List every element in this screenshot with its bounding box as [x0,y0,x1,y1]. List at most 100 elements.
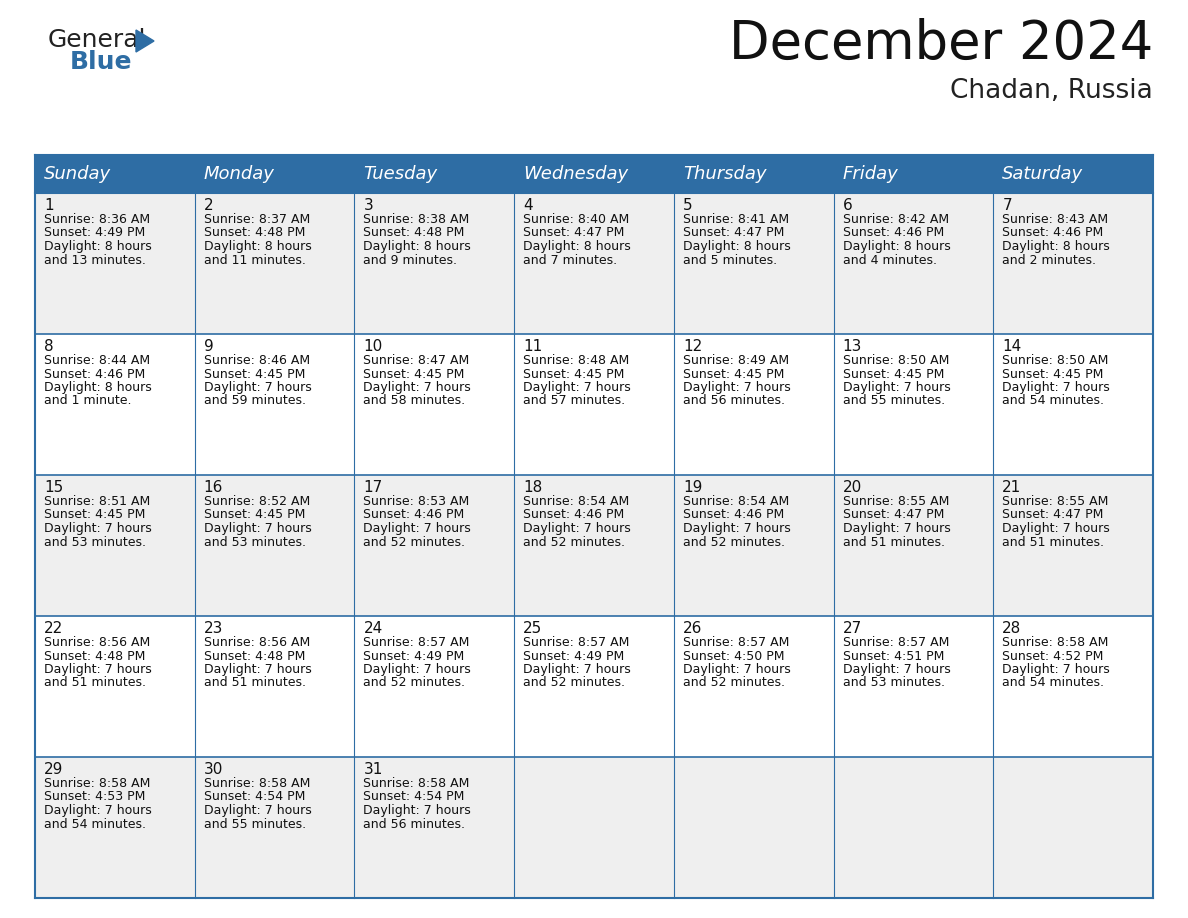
Text: Sunset: 4:48 PM: Sunset: 4:48 PM [203,227,305,240]
Text: Sunset: 4:54 PM: Sunset: 4:54 PM [203,790,305,803]
Text: Sunrise: 8:42 AM: Sunrise: 8:42 AM [842,213,949,226]
Text: Daylight: 8 hours: Daylight: 8 hours [842,240,950,253]
Bar [354,757,514,898]
Bar [993,757,1154,898]
Text: Sunrise: 8:56 AM: Sunrise: 8:56 AM [203,636,310,649]
Text: Daylight: 7 hours: Daylight: 7 hours [364,663,472,676]
Text: and 53 minutes.: and 53 minutes. [842,677,944,689]
Text: 11: 11 [523,339,543,354]
Bar [195,155,354,193]
Text: Sunrise: 8:55 AM: Sunrise: 8:55 AM [842,495,949,508]
Text: and 52 minutes.: and 52 minutes. [523,677,625,689]
Text: and 55 minutes.: and 55 minutes. [203,818,305,831]
Text: Sunrise: 8:57 AM: Sunrise: 8:57 AM [523,636,630,649]
Bar [993,334,1154,475]
Text: Daylight: 8 hours: Daylight: 8 hours [364,240,472,253]
Text: 31: 31 [364,762,383,777]
Bar [514,757,674,898]
Bar [993,155,1154,193]
Text: Daylight: 7 hours: Daylight: 7 hours [44,663,152,676]
Bar [354,193,514,334]
Text: Sunset: 4:49 PM: Sunset: 4:49 PM [523,650,625,663]
Text: Sunrise: 8:38 AM: Sunrise: 8:38 AM [364,213,469,226]
Text: Sunset: 4:54 PM: Sunset: 4:54 PM [364,790,465,803]
Text: Sunrise: 8:44 AM: Sunrise: 8:44 AM [44,354,150,367]
Bar [514,334,674,475]
Text: 27: 27 [842,621,861,636]
Bar [834,193,993,334]
Text: and 9 minutes.: and 9 minutes. [364,253,457,266]
Text: and 59 minutes.: and 59 minutes. [203,395,305,408]
Text: Daylight: 7 hours: Daylight: 7 hours [683,663,790,676]
Text: Sunrise: 8:36 AM: Sunrise: 8:36 AM [44,213,150,226]
Text: Sunrise: 8:41 AM: Sunrise: 8:41 AM [683,213,789,226]
Text: 13: 13 [842,339,862,354]
Text: and 54 minutes.: and 54 minutes. [1003,395,1105,408]
Text: Daylight: 7 hours: Daylight: 7 hours [364,804,472,817]
Text: Sunrise: 8:47 AM: Sunrise: 8:47 AM [364,354,469,367]
Text: Sunset: 4:45 PM: Sunset: 4:45 PM [203,367,305,380]
Text: Sunrise: 8:49 AM: Sunrise: 8:49 AM [683,354,789,367]
Text: Sunrise: 8:54 AM: Sunrise: 8:54 AM [683,495,789,508]
Text: Sunrise: 8:52 AM: Sunrise: 8:52 AM [203,495,310,508]
Text: Daylight: 7 hours: Daylight: 7 hours [203,804,311,817]
Text: Daylight: 7 hours: Daylight: 7 hours [523,381,631,394]
Text: December 2024: December 2024 [728,18,1154,70]
Bar [195,475,354,616]
Text: Daylight: 7 hours: Daylight: 7 hours [1003,381,1110,394]
Bar [993,193,1154,334]
Text: and 4 minutes.: and 4 minutes. [842,253,936,266]
Bar [834,616,993,757]
Text: and 7 minutes.: and 7 minutes. [523,253,618,266]
Text: and 11 minutes.: and 11 minutes. [203,253,305,266]
Text: Daylight: 8 hours: Daylight: 8 hours [523,240,631,253]
Text: Sunset: 4:45 PM: Sunset: 4:45 PM [842,367,944,380]
Text: 10: 10 [364,339,383,354]
Text: Sunrise: 8:58 AM: Sunrise: 8:58 AM [1003,636,1108,649]
Bar [993,475,1154,616]
Text: Sunrise: 8:51 AM: Sunrise: 8:51 AM [44,495,150,508]
Text: Sunrise: 8:54 AM: Sunrise: 8:54 AM [523,495,630,508]
Text: Sunset: 4:46 PM: Sunset: 4:46 PM [523,509,625,521]
Text: and 53 minutes.: and 53 minutes. [203,535,305,548]
Text: Sunset: 4:47 PM: Sunset: 4:47 PM [842,509,944,521]
Text: Daylight: 7 hours: Daylight: 7 hours [44,804,152,817]
Text: Sunset: 4:48 PM: Sunset: 4:48 PM [364,227,465,240]
Text: Sunrise: 8:55 AM: Sunrise: 8:55 AM [1003,495,1108,508]
Text: and 5 minutes.: and 5 minutes. [683,253,777,266]
Text: Sunrise: 8:46 AM: Sunrise: 8:46 AM [203,354,310,367]
Text: 7: 7 [1003,198,1012,213]
Text: 12: 12 [683,339,702,354]
Bar [674,757,834,898]
Text: Sunrise: 8:58 AM: Sunrise: 8:58 AM [44,777,151,790]
Text: Sunset: 4:45 PM: Sunset: 4:45 PM [203,509,305,521]
Text: Daylight: 7 hours: Daylight: 7 hours [44,522,152,535]
Bar [354,334,514,475]
Bar [834,475,993,616]
Text: 30: 30 [203,762,223,777]
Bar [514,155,674,193]
Text: Sunrise: 8:58 AM: Sunrise: 8:58 AM [203,777,310,790]
Text: and 2 minutes.: and 2 minutes. [1003,253,1097,266]
Text: Sunset: 4:46 PM: Sunset: 4:46 PM [364,509,465,521]
Text: Daylight: 8 hours: Daylight: 8 hours [1003,240,1110,253]
Text: and 51 minutes.: and 51 minutes. [1003,535,1105,548]
Text: and 54 minutes.: and 54 minutes. [44,818,146,831]
Text: Sunset: 4:47 PM: Sunset: 4:47 PM [1003,509,1104,521]
Text: and 56 minutes.: and 56 minutes. [364,818,466,831]
Bar [514,475,674,616]
Text: and 52 minutes.: and 52 minutes. [683,535,785,548]
Text: and 53 minutes.: and 53 minutes. [44,535,146,548]
Text: Daylight: 7 hours: Daylight: 7 hours [842,522,950,535]
Text: Sunset: 4:51 PM: Sunset: 4:51 PM [842,650,944,663]
Text: Sunrise: 8:57 AM: Sunrise: 8:57 AM [842,636,949,649]
Text: Sunday: Sunday [44,165,112,183]
Text: Sunrise: 8:48 AM: Sunrise: 8:48 AM [523,354,630,367]
Text: and 1 minute.: and 1 minute. [44,395,132,408]
Text: Sunset: 4:45 PM: Sunset: 4:45 PM [683,367,784,380]
Text: Daylight: 8 hours: Daylight: 8 hours [203,240,311,253]
Text: Sunset: 4:49 PM: Sunset: 4:49 PM [44,227,145,240]
Text: Wednesday: Wednesday [523,165,628,183]
Text: 24: 24 [364,621,383,636]
Polygon shape [135,30,154,52]
